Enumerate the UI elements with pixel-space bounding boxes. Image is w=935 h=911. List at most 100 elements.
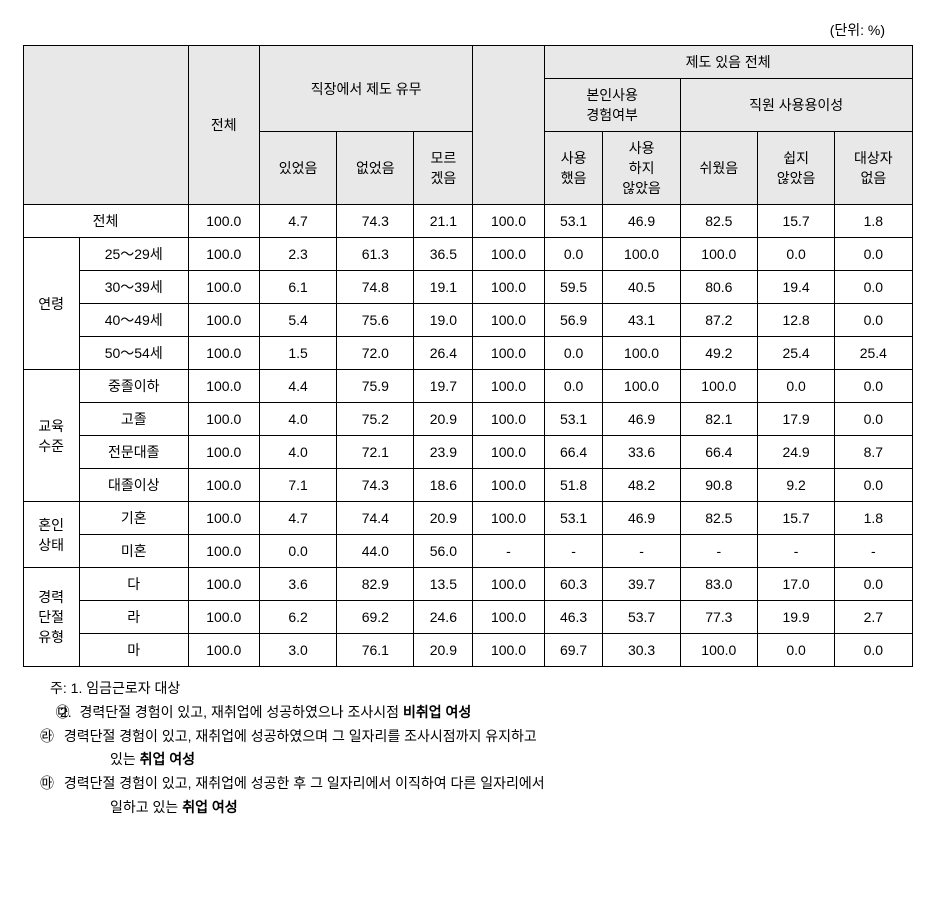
cell: 43.1 <box>603 304 680 337</box>
header-workplace-system: 직장에서 제도 유무 <box>259 46 472 132</box>
row-group-label: 경력단절유형 <box>23 568 79 667</box>
cell: - <box>473 535 544 568</box>
cell: 0.0 <box>835 568 912 601</box>
header-spacer <box>473 46 544 205</box>
header-unknown: 모르겠음 <box>414 132 473 205</box>
cell: 19.4 <box>757 271 834 304</box>
cell: 4.0 <box>259 436 336 469</box>
cell: 0.0 <box>835 271 912 304</box>
cell: 100.0 <box>188 469 259 502</box>
cell: 100.0 <box>188 337 259 370</box>
note-2-ra: ㉱ 경력단절 경험이 있고, 재취업에 성공하였으며 그 일자리를 조사시점까지… <box>50 725 895 749</box>
cell: 74.4 <box>337 502 414 535</box>
note-1: 주: 1. 임금근로자 대상 <box>50 677 895 701</box>
cell: 100.0 <box>473 469 544 502</box>
cell: 72.1 <box>337 436 414 469</box>
cell: 19.7 <box>414 370 473 403</box>
cell: 46.3 <box>544 601 603 634</box>
table-row: 50～54세100.01.572.026.4100.00.0100.049.22… <box>23 337 912 370</box>
row-sublabel: 25～29세 <box>79 238 188 271</box>
cell: 0.0 <box>757 238 834 271</box>
cell: 72.0 <box>337 337 414 370</box>
cell: 100.0 <box>188 436 259 469</box>
note-2-ma-cont: 일하고 있는 취업 여성 <box>50 796 895 820</box>
cell: 100.0 <box>188 502 259 535</box>
cell: 46.9 <box>603 403 680 436</box>
row-group-label: 교육수준 <box>23 370 79 502</box>
cell: 90.8 <box>680 469 757 502</box>
cell: 20.9 <box>414 502 473 535</box>
cell: 2.7 <box>835 601 912 634</box>
cell: 36.5 <box>414 238 473 271</box>
table-row: 라100.06.269.224.6100.046.353.777.319.92.… <box>23 601 912 634</box>
cell: - <box>544 535 603 568</box>
header-not-easy: 쉽지않았음 <box>757 132 834 205</box>
row-label: 전체 <box>23 205 188 238</box>
header-not-used: 사용하지않았음 <box>603 132 680 205</box>
cell: 4.0 <box>259 403 336 436</box>
row-sublabel: 미혼 <box>79 535 188 568</box>
cell: 6.1 <box>259 271 336 304</box>
cell: 100.0 <box>603 370 680 403</box>
cell: 100.0 <box>188 403 259 436</box>
cell: 100.0 <box>188 304 259 337</box>
row-sublabel: 고졸 <box>79 403 188 436</box>
cell: 100.0 <box>680 634 757 667</box>
cell: 100.0 <box>473 634 544 667</box>
table-row: 미혼100.00.044.056.0------ <box>23 535 912 568</box>
cell: 74.3 <box>337 469 414 502</box>
cell: 4.7 <box>259 502 336 535</box>
cell: - <box>680 535 757 568</box>
cell: 100.0 <box>188 601 259 634</box>
cell: 8.7 <box>835 436 912 469</box>
cell: 77.3 <box>680 601 757 634</box>
cell: 26.4 <box>414 337 473 370</box>
cell: 1.8 <box>835 502 912 535</box>
cell: 100.0 <box>188 634 259 667</box>
cell: 87.2 <box>680 304 757 337</box>
cell: 12.8 <box>757 304 834 337</box>
header-self-use: 본인사용경험여부 <box>544 79 680 132</box>
cell: 3.0 <box>259 634 336 667</box>
cell: 0.0 <box>835 370 912 403</box>
cell: 53.1 <box>544 205 603 238</box>
cell: 13.5 <box>414 568 473 601</box>
cell: 19.9 <box>757 601 834 634</box>
cell: 100.0 <box>188 370 259 403</box>
cell: 0.0 <box>544 370 603 403</box>
cell: 74.3 <box>337 205 414 238</box>
row-sublabel: 전문대졸 <box>79 436 188 469</box>
cell: 76.1 <box>337 634 414 667</box>
table-row: 전체100.04.774.321.1100.053.146.982.515.71… <box>23 205 912 238</box>
note-2-ra-cont: 있는 취업 여성 <box>50 748 895 772</box>
cell: 100.0 <box>188 238 259 271</box>
cell: 21.1 <box>414 205 473 238</box>
cell: 15.7 <box>757 502 834 535</box>
cell: 19.1 <box>414 271 473 304</box>
cell: 66.4 <box>680 436 757 469</box>
table-row: 30～39세100.06.174.819.1100.059.540.580.61… <box>23 271 912 304</box>
header-employee-ease: 직원 사용용이성 <box>680 79 912 132</box>
cell: 60.3 <box>544 568 603 601</box>
cell: 44.0 <box>337 535 414 568</box>
cell: 48.2 <box>603 469 680 502</box>
cell: 83.0 <box>680 568 757 601</box>
cell: 75.9 <box>337 370 414 403</box>
cell: 4.7 <box>259 205 336 238</box>
row-sublabel: 마 <box>79 634 188 667</box>
cell: - <box>835 535 912 568</box>
cell: 15.7 <box>757 205 834 238</box>
table-row: 연령25～29세100.02.361.336.5100.00.0100.0100… <box>23 238 912 271</box>
header-has-system: 제도 있음 전체 <box>544 46 912 79</box>
note-2-ma: ㉲ 경력단절 경험이 있고, 재취업에 성공한 후 그 일자리에서 이직하여 다… <box>50 772 895 796</box>
cell: 46.9 <box>603 502 680 535</box>
cell: 100.0 <box>680 370 757 403</box>
note-2-da: 2. ㉰ 경력단절 경험이 있고, 재취업에 성공하였으나 조사시점 비취업 여… <box>50 701 895 725</box>
row-sublabel: 대졸이상 <box>79 469 188 502</box>
cell: 56.9 <box>544 304 603 337</box>
cell: 23.9 <box>414 436 473 469</box>
cell: 100.0 <box>188 271 259 304</box>
row-sublabel: 40～49세 <box>79 304 188 337</box>
cell: 18.6 <box>414 469 473 502</box>
row-group-label: 혼인상태 <box>23 502 79 568</box>
